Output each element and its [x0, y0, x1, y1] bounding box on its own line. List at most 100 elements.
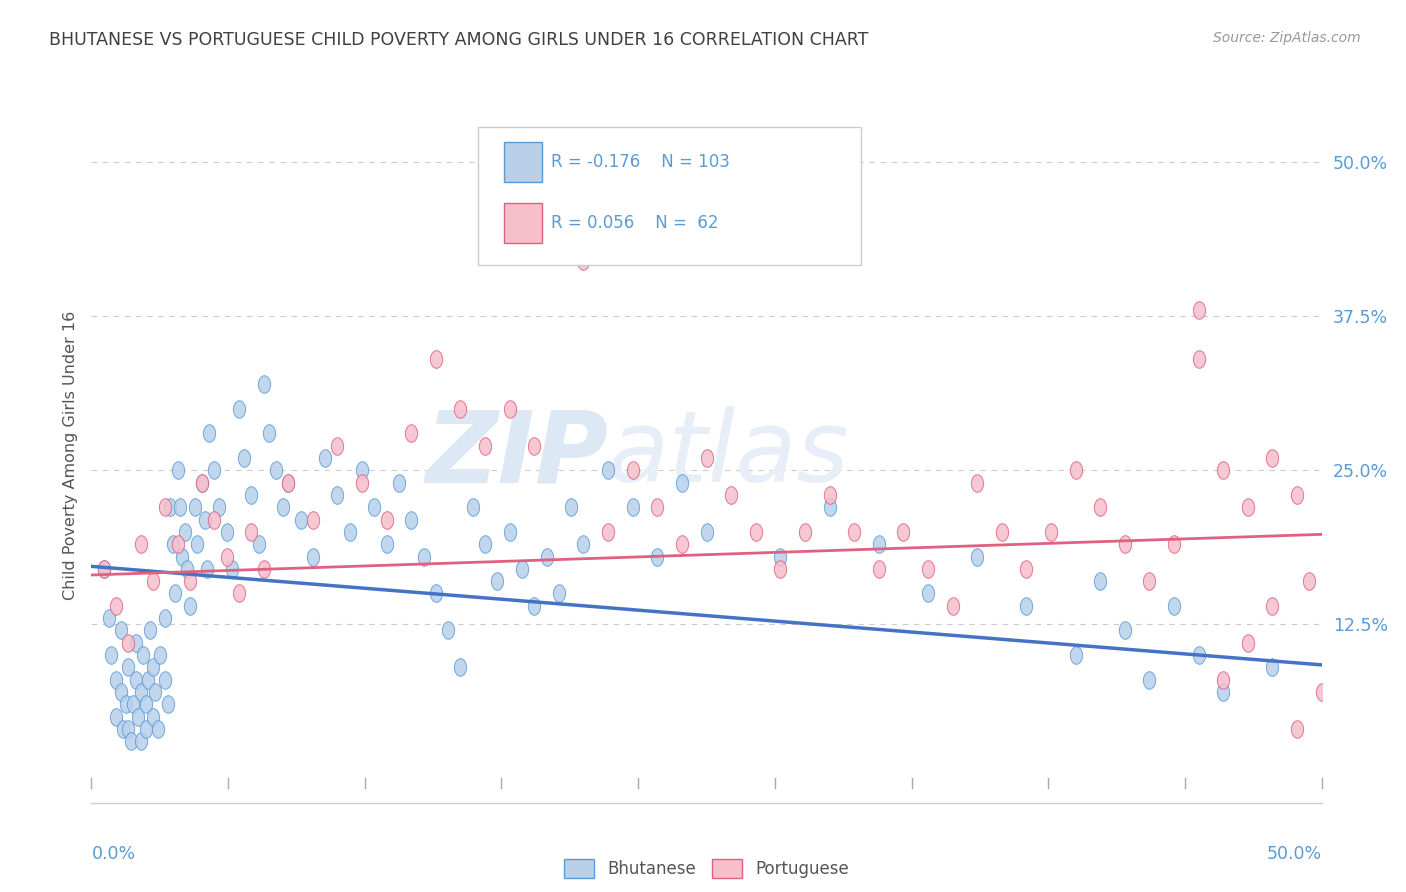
Point [146, 722, 169, 736]
Point [124, 673, 146, 687]
Point [399, 426, 422, 441]
Point [1064, 463, 1087, 477]
Point [596, 463, 619, 477]
Point [159, 500, 181, 515]
Point [1285, 722, 1308, 736]
Point [202, 463, 225, 477]
Point [228, 401, 250, 416]
Point [142, 574, 165, 589]
Point [277, 475, 299, 490]
Point [547, 586, 569, 600]
Point [105, 709, 127, 723]
Point [105, 673, 127, 687]
Point [352, 475, 374, 490]
Point [179, 599, 201, 613]
Point [868, 537, 890, 551]
Point [523, 439, 546, 453]
Point [769, 549, 792, 564]
Point [110, 624, 132, 638]
Point [645, 500, 669, 515]
Point [191, 475, 214, 490]
Point [1163, 599, 1185, 613]
Point [149, 648, 172, 662]
Point [129, 734, 152, 748]
Point [1261, 450, 1284, 465]
Point [399, 512, 422, 526]
Point [547, 217, 569, 231]
Point [240, 524, 263, 539]
Point [868, 562, 890, 576]
Point [917, 562, 939, 576]
Point [179, 574, 201, 589]
Point [1163, 537, 1185, 551]
Point [215, 549, 238, 564]
Point [425, 586, 447, 600]
Point [195, 562, 218, 576]
Point [339, 524, 361, 539]
Point [169, 500, 191, 515]
Point [139, 624, 162, 638]
Text: 50.0%: 50.0% [1267, 845, 1322, 863]
Point [122, 698, 145, 712]
Point [596, 524, 619, 539]
Point [105, 599, 127, 613]
Point [461, 500, 484, 515]
Point [277, 475, 299, 490]
Point [132, 648, 155, 662]
Point [264, 463, 287, 477]
Point [1114, 624, 1136, 638]
Point [290, 512, 312, 526]
Point [1187, 303, 1209, 318]
Point [449, 660, 471, 674]
Point [326, 439, 349, 453]
Text: ZIP: ZIP [425, 407, 607, 503]
Point [645, 549, 669, 564]
Point [720, 488, 742, 502]
Point [127, 709, 149, 723]
Point [1015, 599, 1038, 613]
Point [1261, 599, 1284, 613]
Point [671, 475, 693, 490]
Point [474, 537, 496, 551]
Point [100, 648, 122, 662]
Point [695, 524, 717, 539]
Point [93, 562, 115, 576]
Point [1310, 685, 1333, 699]
Point [1015, 562, 1038, 576]
Point [117, 660, 139, 674]
Point [163, 586, 186, 600]
Point [257, 426, 280, 441]
Point [166, 537, 188, 551]
Point [1088, 574, 1111, 589]
Point [498, 401, 520, 416]
Point [425, 352, 447, 367]
Point [990, 524, 1012, 539]
Point [183, 500, 207, 515]
Point [153, 500, 177, 515]
Point [412, 549, 434, 564]
Point [695, 450, 717, 465]
Point [172, 549, 194, 564]
Point [1285, 488, 1308, 502]
Point [523, 599, 546, 613]
Point [253, 562, 276, 576]
Point [818, 488, 841, 502]
Point [174, 524, 197, 539]
Point [917, 586, 939, 600]
Point [301, 512, 323, 526]
Point [352, 463, 374, 477]
Point [117, 636, 139, 650]
Point [326, 488, 349, 502]
Y-axis label: Child Poverty Among Girls Under 16: Child Poverty Among Girls Under 16 [62, 310, 77, 599]
Point [198, 426, 221, 441]
Point [135, 722, 156, 736]
Point [572, 254, 595, 268]
Point [966, 549, 988, 564]
Point [1088, 500, 1111, 515]
Point [117, 722, 139, 736]
Point [1237, 636, 1260, 650]
Text: R = 0.056    N =  62: R = 0.056 N = 62 [551, 214, 718, 232]
Point [671, 537, 693, 551]
Point [129, 685, 152, 699]
Point [202, 512, 225, 526]
